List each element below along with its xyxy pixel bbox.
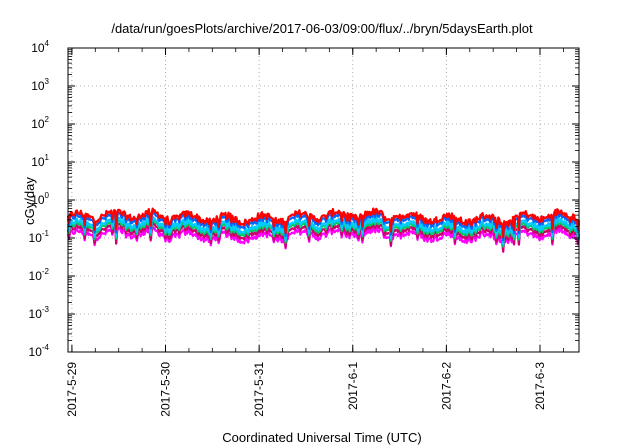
y-tick-label: 10-4 bbox=[29, 343, 50, 359]
y-tick-label: 10-1 bbox=[29, 229, 50, 245]
series-line bbox=[66, 225, 581, 253]
series-line bbox=[66, 215, 581, 246]
y-tick-label: 104 bbox=[31, 39, 49, 55]
y-axis-label: cGy/day bbox=[22, 177, 37, 225]
data-series bbox=[66, 207, 581, 253]
y-tick-label: 101 bbox=[31, 153, 49, 169]
chart-title: /data/run/goesPlots/archive/2017-06-03/0… bbox=[111, 21, 533, 36]
x-tick-label: 2017-6-2 bbox=[439, 362, 453, 410]
x-tick-label: 2017-6-3 bbox=[533, 362, 547, 410]
tick-labels: 104 103 102 101 100 10-1 10-2 10-3 10-4 2017-5-29… bbox=[29, 39, 547, 417]
grid-lines bbox=[68, 48, 579, 352]
y-tick-label: 10-3 bbox=[29, 305, 50, 321]
x-tick-label: 2017-6-1 bbox=[346, 362, 360, 410]
x-tick-label: 2017-5-30 bbox=[159, 362, 173, 417]
y-tick-label: 100 bbox=[31, 191, 49, 207]
y-tick-label: 103 bbox=[31, 77, 49, 93]
series-line bbox=[66, 207, 581, 239]
x-axis-label: Coordinated Universal Time (UTC) bbox=[222, 430, 421, 445]
x-tick-label: 2017-5-31 bbox=[252, 362, 266, 417]
y-tick-label: 102 bbox=[31, 115, 49, 131]
axis-ticks bbox=[68, 47, 579, 353]
x-tick-label: 2017-5-29 bbox=[65, 362, 79, 417]
y-tick-label: 10-2 bbox=[29, 267, 50, 283]
